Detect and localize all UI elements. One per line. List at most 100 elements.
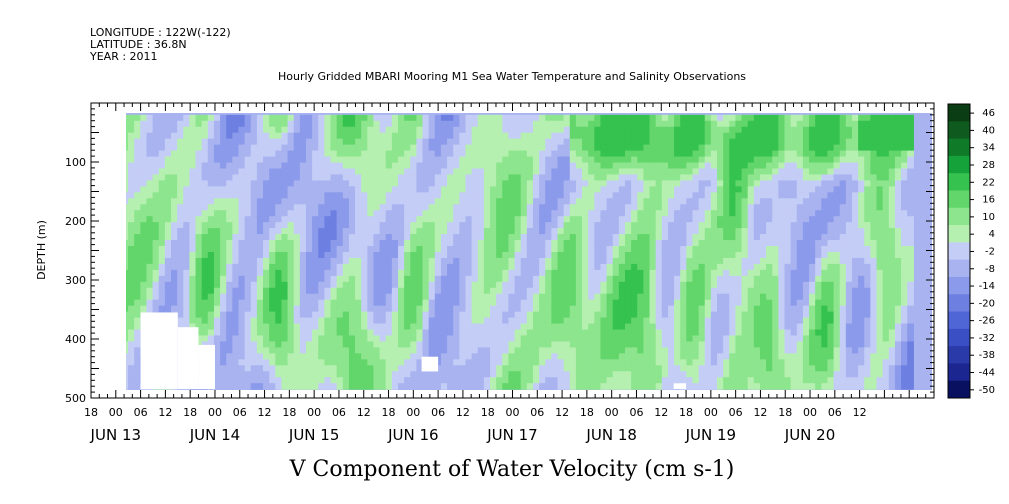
heatmap-cell (244, 263, 252, 271)
heatmap-cell (367, 323, 375, 331)
heatmap-cell (655, 198, 663, 205)
heatmap-cell (305, 311, 313, 319)
heatmap-cell (416, 329, 424, 337)
heatmap-cell (655, 210, 663, 217)
heatmap-cell (539, 359, 546, 366)
heatmap-cell (655, 204, 663, 211)
heatmap-cell (759, 192, 767, 199)
heatmap-cell (379, 329, 387, 337)
heatmap-cell (704, 120, 712, 128)
heatmap-cell (686, 120, 694, 128)
heatmap-cell (410, 383, 418, 390)
heatmap-cell (453, 323, 460, 331)
heatmap-cell (729, 359, 737, 366)
heatmap-cell (410, 335, 418, 343)
heatmap-cell (569, 329, 577, 337)
heatmap-cell (128, 281, 135, 289)
heatmap-cell (126, 311, 129, 319)
heatmap-cell (447, 210, 454, 217)
heatmap-cell (686, 234, 694, 241)
heatmap-cell (269, 180, 276, 187)
heatmap-cell (667, 210, 675, 217)
heatmap-cell (778, 114, 786, 122)
heatmap-cell (496, 246, 503, 253)
heatmap-cell (373, 341, 381, 349)
heatmap-cell (269, 228, 276, 235)
heatmap-cell (269, 269, 276, 277)
heatmap-cell (213, 293, 221, 301)
heatmap-cell (465, 168, 473, 176)
heatmap-cell (753, 251, 761, 259)
heatmap-cell (453, 210, 460, 217)
heatmap-cell (140, 114, 148, 122)
heatmap-cell (563, 150, 571, 158)
heatmap-cell (490, 120, 497, 128)
heatmap-cell (263, 120, 270, 128)
heatmap-cell (661, 234, 669, 241)
heatmap-cell (490, 371, 497, 378)
heatmap-cell (588, 180, 595, 187)
heatmap-cell (263, 180, 270, 187)
heatmap-cell (318, 335, 325, 343)
heatmap-cell (532, 251, 540, 259)
heatmap-cell (661, 371, 669, 378)
heatmap-cell (747, 210, 755, 217)
heatmap-cell (520, 246, 528, 253)
heatmap-cell (287, 174, 295, 182)
heatmap-cell (496, 287, 503, 295)
heatmap-cell (674, 353, 681, 360)
heatmap-cell (459, 204, 467, 211)
heatmap-cell (465, 299, 473, 307)
heatmap-cell (385, 180, 393, 187)
heatmap-cell (667, 263, 675, 271)
heatmap-cell (717, 335, 724, 343)
heatmap-cell (778, 138, 786, 146)
heatmap-cell (287, 341, 295, 349)
heatmap-cell (140, 204, 148, 211)
heatmap-cell (606, 114, 614, 122)
heatmap-cell (207, 144, 215, 152)
heatmap-cell (526, 335, 534, 343)
heatmap-cell (183, 269, 191, 277)
heatmap-cell (643, 347, 651, 354)
heatmap-cell (355, 156, 362, 164)
heatmap-cell (391, 222, 399, 229)
heatmap-cell (447, 305, 454, 313)
heatmap-cell (766, 317, 773, 325)
heatmap-cell (508, 377, 516, 384)
heatmap-cell (735, 120, 743, 128)
heatmap-cell (318, 222, 325, 229)
heatmap-cell (477, 150, 485, 158)
heatmap-cell (336, 120, 344, 128)
heatmap-cell (440, 341, 448, 349)
heatmap-cell (404, 263, 411, 271)
heatmap-cell (453, 257, 460, 265)
heatmap-cell (582, 305, 589, 313)
heatmap-cell (434, 275, 442, 283)
heatmap-cell (459, 353, 467, 360)
heatmap-cell (741, 365, 749, 372)
heatmap-cell (164, 144, 172, 152)
heatmap-cell (643, 383, 651, 390)
heatmap-cell (551, 365, 559, 372)
heatmap-cell (680, 198, 687, 205)
heatmap-cell (140, 257, 148, 265)
heatmap-cell (674, 251, 681, 259)
heatmap-cell (244, 216, 252, 223)
heatmap-cell (416, 162, 424, 170)
heatmap-cell (747, 341, 755, 349)
heatmap-cell (177, 222, 184, 229)
heatmap-cell (741, 335, 749, 343)
heatmap-cell (594, 263, 602, 271)
heatmap-cell (391, 365, 399, 372)
heatmap-cell (213, 240, 221, 247)
heatmap-cell (146, 287, 154, 295)
heatmap-cell (158, 293, 166, 301)
heatmap-cell (238, 192, 246, 199)
heatmap-cell (631, 210, 638, 217)
heatmap-cell (569, 234, 577, 241)
heatmap-cell (753, 150, 761, 158)
heatmap-cell (496, 174, 503, 182)
heatmap-cell (508, 323, 516, 331)
heatmap-cell (404, 269, 411, 277)
